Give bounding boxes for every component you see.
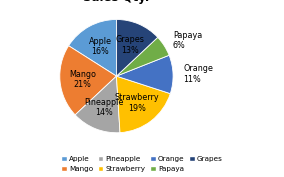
- Text: Grapes
13%: Grapes 13%: [116, 35, 144, 55]
- Wedge shape: [116, 37, 169, 76]
- Wedge shape: [60, 46, 116, 115]
- Text: Papaya
6%: Papaya 6%: [173, 31, 202, 50]
- Text: Pineapple
14%: Pineapple 14%: [84, 98, 124, 117]
- Wedge shape: [116, 76, 170, 133]
- Wedge shape: [69, 19, 116, 76]
- Wedge shape: [116, 19, 158, 76]
- Text: Mango
21%: Mango 21%: [69, 70, 96, 89]
- Legend: Apple, Mango, Pineapple, Strawberry, Orange, Papaya, Grapes: Apple, Mango, Pineapple, Strawberry, Ora…: [60, 155, 224, 173]
- Text: Orange
11%: Orange 11%: [183, 64, 213, 84]
- Text: Strawberry
19%: Strawberry 19%: [115, 93, 160, 113]
- Wedge shape: [116, 55, 173, 94]
- Wedge shape: [75, 76, 120, 133]
- Title: Sales Qty.: Sales Qty.: [83, 0, 150, 4]
- Text: Apple
16%: Apple 16%: [89, 37, 112, 56]
